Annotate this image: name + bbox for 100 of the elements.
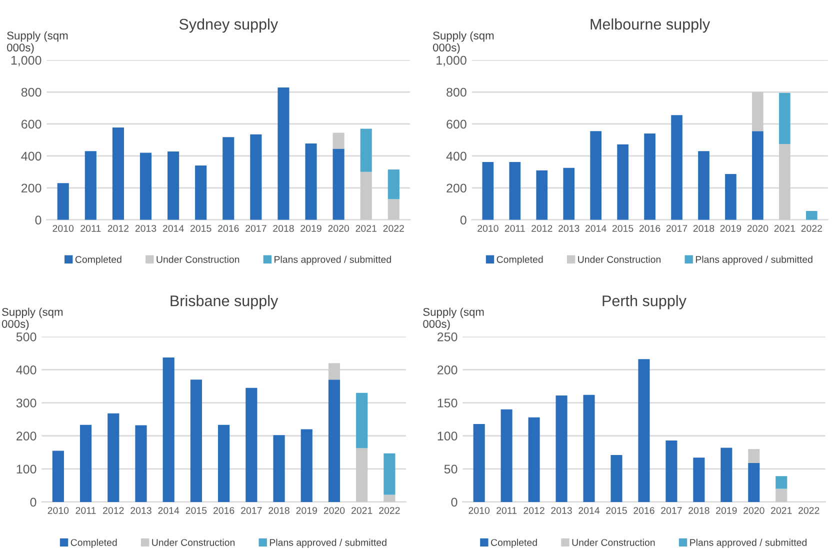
legend-label: Under Construction bbox=[572, 538, 655, 546]
legend-label: Completed bbox=[75, 256, 122, 265]
x-tick-label: 2015 bbox=[606, 507, 627, 514]
legend-label: Completed bbox=[70, 538, 117, 548]
chart-title: Melbourne supply bbox=[590, 18, 710, 33]
bar bbox=[563, 168, 575, 220]
legend-label: Under Construction bbox=[578, 256, 661, 263]
legend-label: Completed bbox=[496, 256, 543, 265]
x-tick-label: 2021 bbox=[771, 507, 792, 514]
x-tick-label: 2022 bbox=[801, 224, 822, 232]
bar bbox=[482, 162, 494, 220]
bar bbox=[638, 359, 650, 502]
x-tick-label: 2015 bbox=[190, 224, 212, 232]
x-tick-label: 2013 bbox=[130, 507, 152, 514]
bar bbox=[779, 92, 790, 144]
chart-title: Brisbane supply bbox=[170, 295, 278, 310]
y-tick-label: 200 bbox=[16, 432, 36, 440]
bar bbox=[806, 211, 818, 220]
bar bbox=[360, 128, 372, 172]
x-tick-label: 2019 bbox=[720, 224, 742, 232]
y-tick-label: 250 bbox=[438, 332, 458, 342]
x-tick-label: 2013 bbox=[551, 507, 572, 514]
x-tick-label: 2016 bbox=[639, 224, 660, 232]
y-tick-label: 200 bbox=[438, 366, 458, 374]
bar bbox=[776, 476, 788, 489]
bar bbox=[671, 115, 682, 220]
x-tick-label: 2013 bbox=[135, 224, 156, 232]
x-tick-label: 2021 bbox=[774, 224, 796, 232]
x-tick-label: 2010 bbox=[52, 224, 74, 232]
x-tick-label: 2016 bbox=[213, 507, 234, 514]
chart-title: Perth supply bbox=[602, 295, 686, 310]
bar bbox=[168, 151, 180, 220]
bar bbox=[332, 132, 344, 149]
y-tick-label: 600 bbox=[22, 120, 42, 129]
x-tick-label: 2021 bbox=[356, 224, 376, 232]
y-tick-label: 200 bbox=[446, 184, 466, 193]
y-tick-label: 400 bbox=[21, 152, 42, 161]
bar bbox=[388, 199, 400, 220]
bar bbox=[528, 417, 540, 502]
x-tick-label: 2014 bbox=[162, 224, 184, 232]
legend-label: Plans approved / submitted bbox=[270, 538, 386, 548]
bar bbox=[300, 429, 312, 502]
x-tick-label: 2011 bbox=[80, 224, 101, 232]
bar bbox=[112, 127, 124, 220]
y-tick-label: 200 bbox=[22, 184, 42, 193]
y-tick-label: 1,000 bbox=[11, 56, 42, 66]
bar bbox=[84, 151, 96, 220]
y-tick-label: 0 bbox=[35, 216, 42, 224]
y-tick-label: 600 bbox=[446, 120, 466, 129]
bar bbox=[473, 424, 485, 502]
x-tick-label: 2017 bbox=[241, 507, 262, 514]
x-tick-label: 2017 bbox=[246, 224, 266, 232]
bar bbox=[195, 166, 207, 220]
y-tick-label: 800 bbox=[446, 88, 466, 97]
x-tick-label: 2010 bbox=[478, 224, 498, 232]
legend-label: Under Construction bbox=[152, 538, 235, 546]
bar bbox=[305, 143, 317, 220]
bar bbox=[140, 152, 152, 220]
legend-label: Plans approved / submitted bbox=[690, 538, 807, 548]
x-tick-label: 2016 bbox=[218, 224, 239, 232]
bar bbox=[80, 424, 92, 502]
bar bbox=[250, 134, 262, 220]
y-tick-label: 100 bbox=[16, 464, 36, 474]
bar bbox=[590, 131, 602, 220]
y-tick-label: 150 bbox=[438, 398, 458, 408]
bar bbox=[644, 134, 656, 220]
x-tick-label: 2016 bbox=[634, 507, 654, 514]
bar bbox=[135, 425, 147, 502]
chart-title: Sydney supply bbox=[179, 18, 278, 33]
bar bbox=[693, 458, 705, 502]
bar bbox=[328, 380, 340, 502]
x-tick-label: 2022 bbox=[383, 224, 404, 232]
bar bbox=[328, 363, 340, 380]
x-tick-label: 2011 bbox=[496, 507, 517, 514]
y-tick-label: 1,000 bbox=[436, 56, 466, 66]
bar bbox=[610, 455, 622, 502]
x-tick-label: 2022 bbox=[798, 507, 820, 514]
bar bbox=[360, 172, 372, 220]
bar bbox=[273, 435, 285, 502]
bar bbox=[108, 413, 120, 502]
bar bbox=[388, 170, 400, 200]
bar bbox=[725, 174, 736, 220]
bar bbox=[356, 392, 368, 448]
y-axis-title: Supply (sqm 000s) bbox=[7, 31, 68, 54]
x-tick-label: 2018 bbox=[688, 507, 710, 514]
bar bbox=[500, 409, 512, 502]
x-tick-label: 2012 bbox=[103, 507, 124, 514]
x-tick-label: 2015 bbox=[186, 507, 207, 514]
x-tick-label: 2020 bbox=[328, 224, 349, 232]
y-tick-label: 400 bbox=[16, 366, 36, 374]
x-tick-label: 2017 bbox=[666, 224, 688, 232]
y-tick-label: 300 bbox=[16, 398, 36, 408]
x-tick-label: 2019 bbox=[716, 507, 737, 514]
x-tick-label: 2012 bbox=[532, 224, 552, 232]
y-tick-label: 800 bbox=[21, 88, 42, 97]
bar bbox=[57, 183, 69, 220]
x-tick-label: 2011 bbox=[504, 224, 525, 232]
x-tick-label: 2012 bbox=[108, 224, 129, 232]
x-tick-label: 2019 bbox=[296, 507, 317, 514]
x-tick-label: 2017 bbox=[661, 507, 682, 514]
